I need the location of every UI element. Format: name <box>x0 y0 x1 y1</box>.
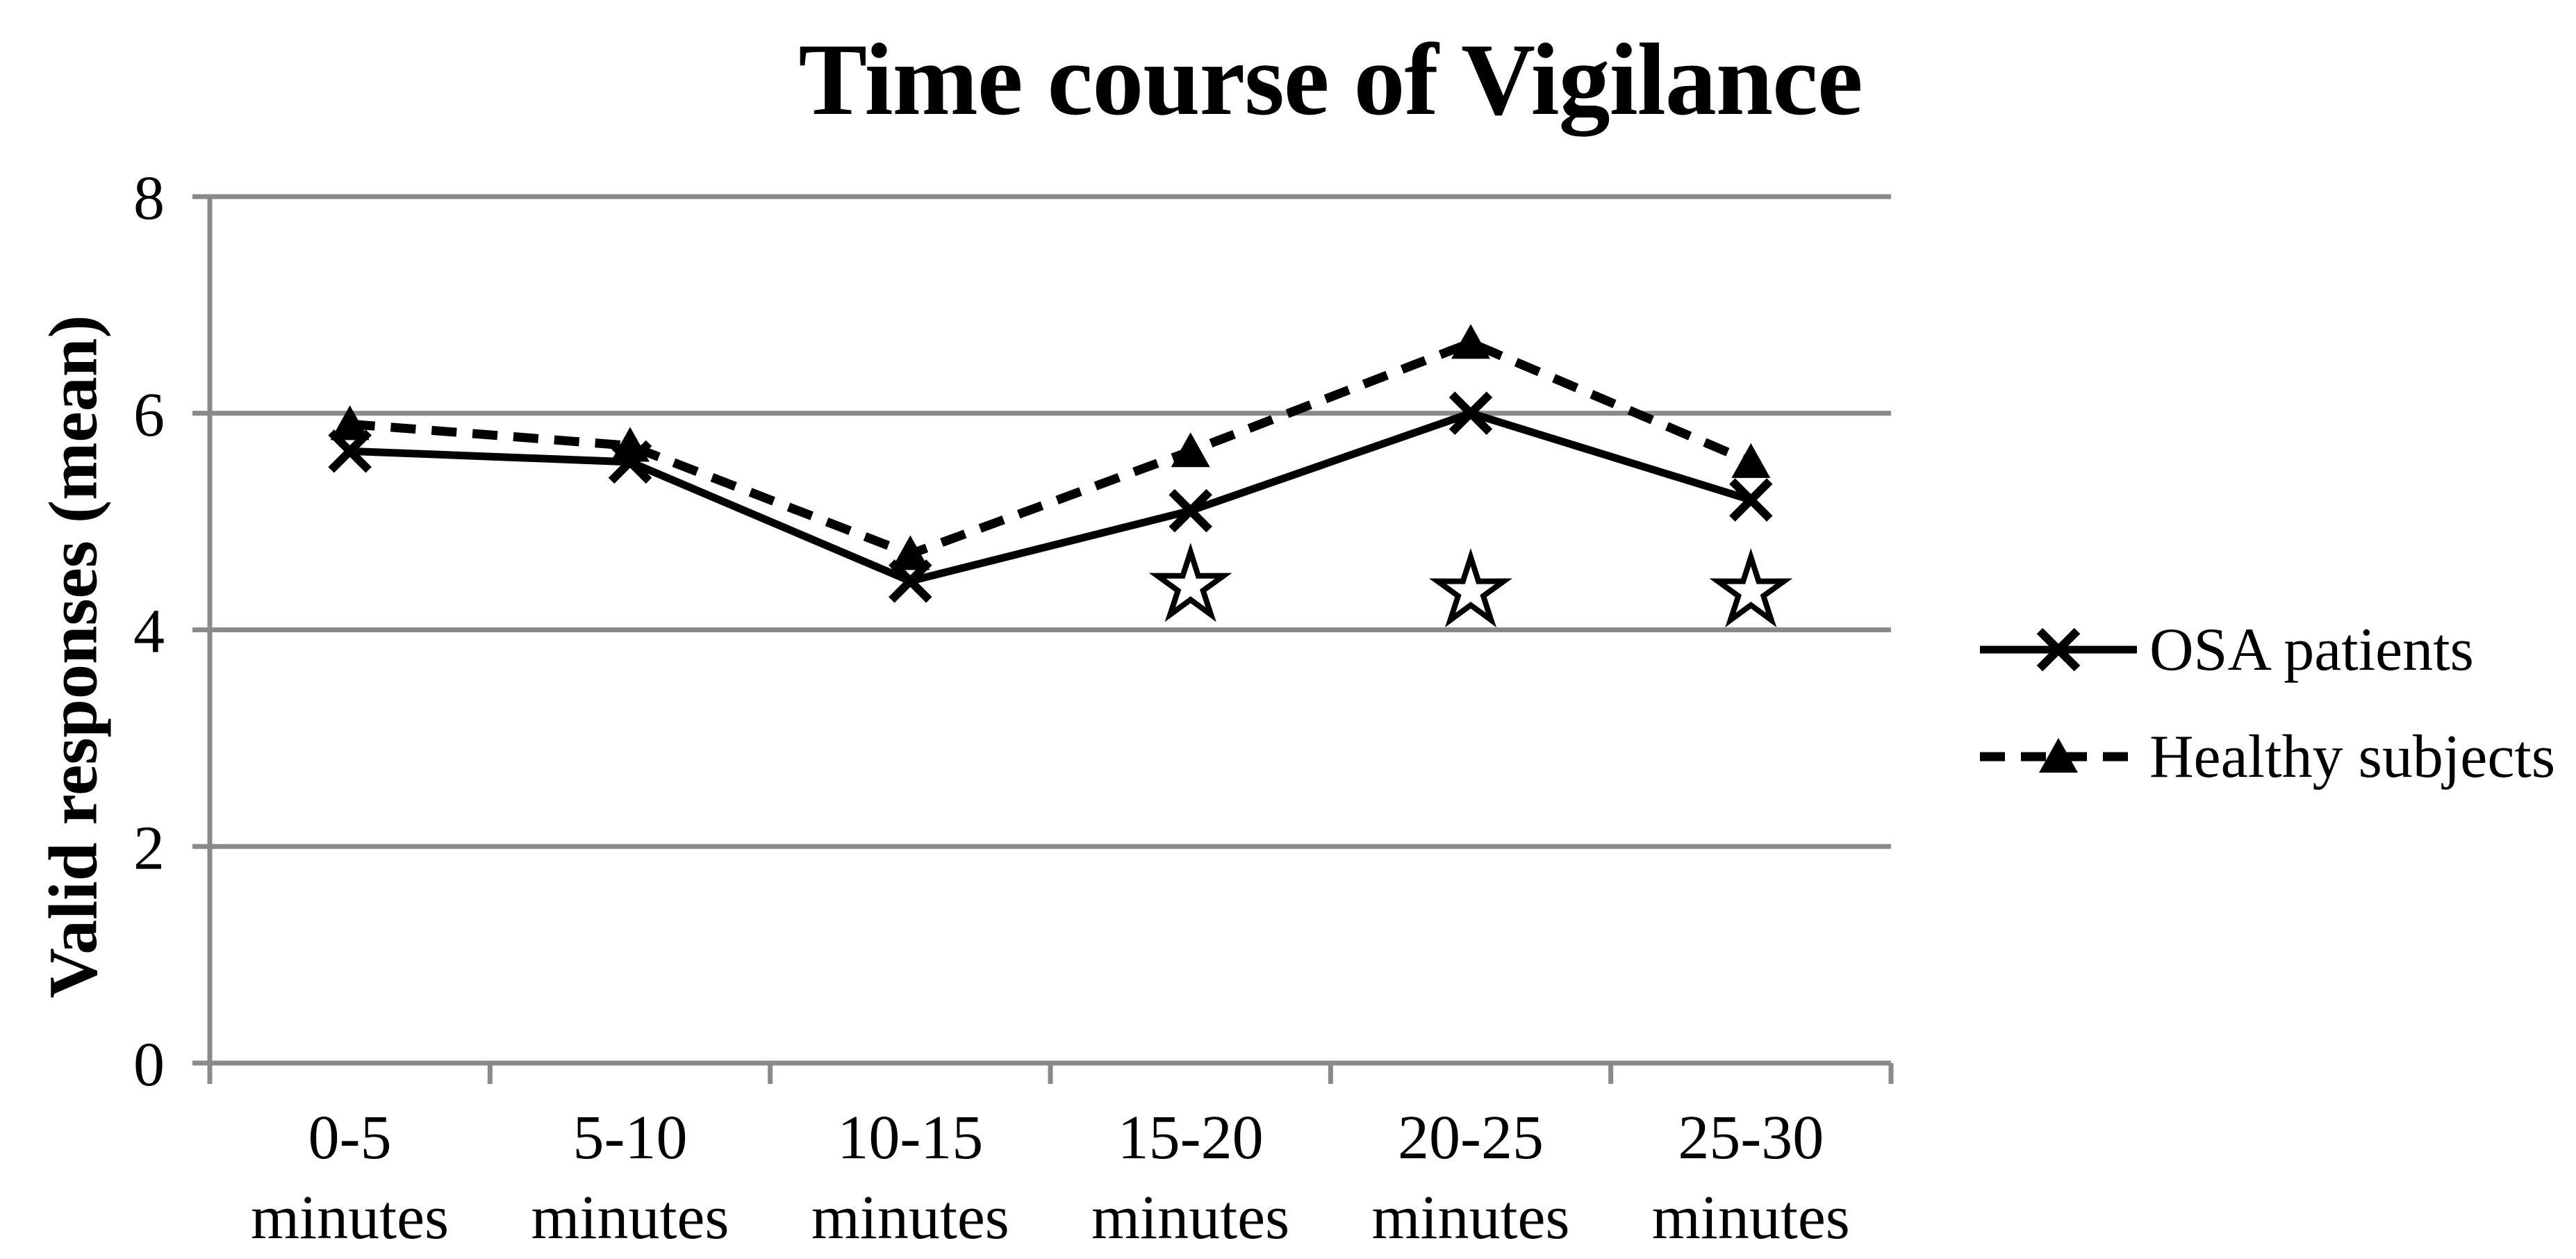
legend-item-healthy-subjects: Healthy subjects <box>1977 706 2555 807</box>
osa-line-sample-icon <box>1980 627 2137 672</box>
svg-text:6: 6 <box>133 381 165 450</box>
healthy-line-sample-icon <box>1980 738 2137 773</box>
svg-text:minutes: minutes <box>811 1183 1009 1252</box>
svg-text:8: 8 <box>133 164 165 233</box>
svg-text:25-30: 25-30 <box>1678 1103 1824 1172</box>
x-tick-labels: 0-5 minutes 5-10 minutes 10-15 minutes 15-20 mi… <box>251 1103 1850 1252</box>
svg-text:15-20: 15-20 <box>1118 1103 1264 1172</box>
x-axis-ticks <box>207 1063 1894 1084</box>
svg-text:10-15: 10-15 <box>837 1103 983 1172</box>
series-osa-patients <box>328 391 1773 603</box>
svg-text:minutes: minutes <box>1091 1183 1289 1252</box>
svg-text:5-10: 5-10 <box>573 1103 688 1172</box>
gridlines <box>192 194 1891 1066</box>
legend-item-osa-patients: OSA patients <box>1977 599 2555 700</box>
y-axis-title: Valid responses (mean) <box>34 315 112 998</box>
svg-text:4: 4 <box>133 598 165 666</box>
svg-text:2: 2 <box>133 814 165 882</box>
legend-label-healthy-subjects: Healthy subjects <box>2149 723 2556 791</box>
svg-text:20-25: 20-25 <box>1398 1103 1544 1172</box>
legend-label-osa-patients: OSA patients <box>2149 616 2474 684</box>
svg-text:minutes: minutes <box>251 1183 449 1252</box>
y-tick-labels: 0 2 4 6 8 <box>133 164 165 1099</box>
legend: OSA patients Healthy subjects <box>1977 599 2555 807</box>
series-healthy-subjects <box>330 324 1771 570</box>
svg-text:0-5: 0-5 <box>308 1103 392 1172</box>
svg-text:0: 0 <box>133 1030 165 1099</box>
svg-text:minutes: minutes <box>1372 1183 1570 1252</box>
significance-stars <box>1148 543 1793 627</box>
svg-text:minutes: minutes <box>531 1183 729 1252</box>
svg-text:minutes: minutes <box>1652 1183 1850 1252</box>
chart-title: Time course of Vigilance <box>798 23 1863 137</box>
